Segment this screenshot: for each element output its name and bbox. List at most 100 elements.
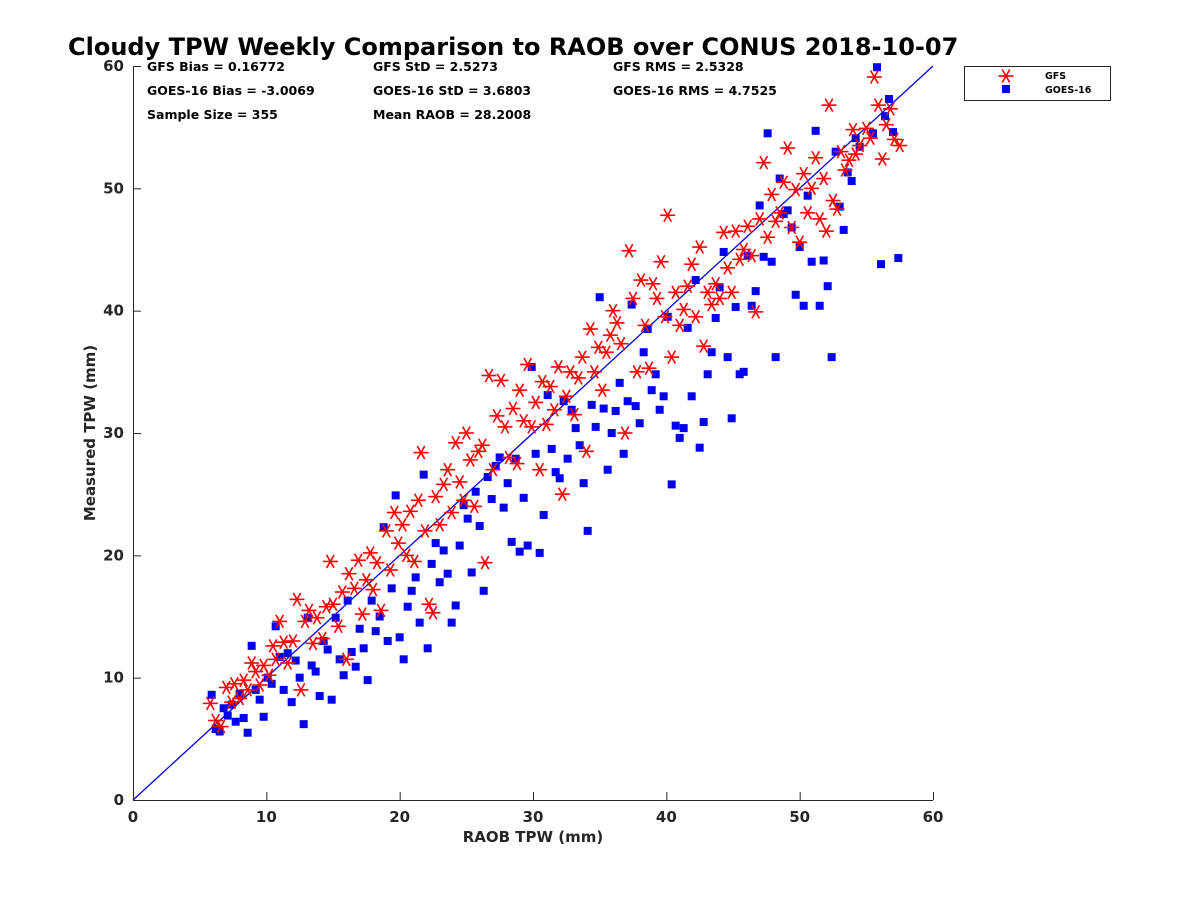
- x-tick-label: 20: [389, 808, 410, 826]
- gfs-point: [390, 535, 407, 551]
- x-tick-label: 60: [923, 808, 944, 826]
- gfs-point: [799, 205, 816, 221]
- gfs-point: [866, 69, 883, 85]
- gfs-point: [652, 254, 670, 270]
- gfs-point: [488, 408, 506, 424]
- goes16-point: [455, 541, 464, 550]
- gfs-point: [308, 610, 326, 626]
- goes16-point: [881, 112, 889, 121]
- goes16-point: [877, 260, 885, 269]
- goes16-point: [771, 353, 780, 362]
- goes16-point: [783, 206, 792, 215]
- gfs-point: [779, 140, 796, 156]
- goes16-point: [723, 353, 732, 362]
- goes16-point: [423, 644, 432, 653]
- gfs-point: [235, 672, 252, 688]
- goes16-point: [775, 174, 784, 183]
- goes16-point: [463, 514, 472, 523]
- goes16-point: [231, 717, 240, 726]
- gfs-point: [382, 562, 399, 578]
- goes16-point: [755, 201, 764, 210]
- gfs-point: [451, 474, 468, 490]
- gfs-point: [427, 489, 444, 504]
- goes16-point: [259, 712, 268, 721]
- goes16-point: [631, 402, 640, 411]
- goes16-point: [471, 487, 480, 496]
- goes16-point: [539, 510, 548, 519]
- gfs-point: [527, 395, 544, 410]
- goes16-point: [427, 559, 436, 568]
- gfs-point: [632, 272, 650, 288]
- goes16-point: [391, 491, 400, 500]
- series-gfs: [202, 69, 908, 734]
- goes16-point: [703, 370, 712, 379]
- goes16-point: [647, 386, 656, 395]
- goes16-point: [207, 690, 216, 699]
- goes16-point: [799, 301, 808, 310]
- goes16-point: [295, 673, 304, 682]
- goes16-point: [611, 406, 620, 415]
- series-goes16: [207, 63, 903, 737]
- goes16-point: [803, 191, 812, 200]
- goes16-point: [439, 546, 448, 555]
- gfs-point: [202, 696, 219, 711]
- gfs-point: [264, 638, 282, 654]
- legend-marker-goes16: [1002, 85, 1010, 93]
- goes16-point: [343, 596, 352, 605]
- gfs-point: [663, 349, 680, 365]
- gfs-point: [574, 349, 591, 365]
- goes16-point: [519, 493, 528, 502]
- stat-text: GOES-16 StD = 3.6803: [373, 83, 531, 98]
- goes16-point: [603, 465, 612, 474]
- goes16-point: [359, 644, 368, 653]
- gfs-point: [354, 606, 371, 622]
- goes16-point: [815, 301, 824, 310]
- goes16-point: [575, 441, 584, 450]
- goes16-point: [447, 618, 456, 627]
- gfs-point: [420, 596, 438, 612]
- goes16-point: [311, 667, 320, 676]
- goes16-point: [383, 636, 392, 645]
- goes16-point: [715, 283, 724, 292]
- goes16-point: [323, 645, 332, 654]
- gfs-point: [687, 309, 704, 325]
- y-tick-label: 10: [103, 669, 124, 687]
- gfs-point: [416, 523, 434, 539]
- gfs-point: [322, 554, 339, 569]
- goes16-point: [355, 624, 364, 633]
- gfs-point: [255, 658, 272, 673]
- goes16-point: [599, 404, 608, 413]
- gfs-point: [570, 370, 587, 386]
- goes16-point: [823, 282, 832, 291]
- goes16-point: [215, 727, 224, 736]
- gfs-point: [554, 486, 571, 502]
- gfs-point: [815, 171, 832, 186]
- gfs-point: [807, 150, 824, 166]
- goes16-point: [619, 449, 628, 458]
- goes16-point: [627, 300, 636, 309]
- goes16-point: [795, 243, 804, 252]
- goes16-point: [299, 720, 308, 729]
- gfs-point: [604, 303, 622, 318]
- goes16-point: [623, 397, 632, 406]
- y-tick-label: 0: [114, 791, 124, 809]
- y-tick-label: 30: [103, 424, 124, 442]
- goes16-point: [827, 353, 836, 362]
- y-axis-label: Measured TPW (mm): [81, 345, 99, 521]
- plot-area: [132, 63, 934, 801]
- stat-text: GFS StD = 2.5273: [373, 59, 498, 74]
- gfs-point: [811, 211, 828, 227]
- goes16-point: [291, 656, 300, 665]
- goes16-point: [347, 647, 356, 656]
- gfs-point: [350, 552, 367, 568]
- goes16-point: [279, 685, 288, 694]
- gfs-point: [870, 97, 887, 113]
- gfs-point: [795, 166, 812, 181]
- goes16-point: [651, 370, 660, 379]
- goes16-point: [675, 433, 684, 442]
- x-axis-label: RAOB TPW (mm): [463, 828, 604, 846]
- goes16-point: [315, 692, 324, 701]
- y-tick-label: 50: [103, 179, 124, 197]
- goes16-point: [351, 662, 360, 671]
- goes16-point: [791, 290, 800, 299]
